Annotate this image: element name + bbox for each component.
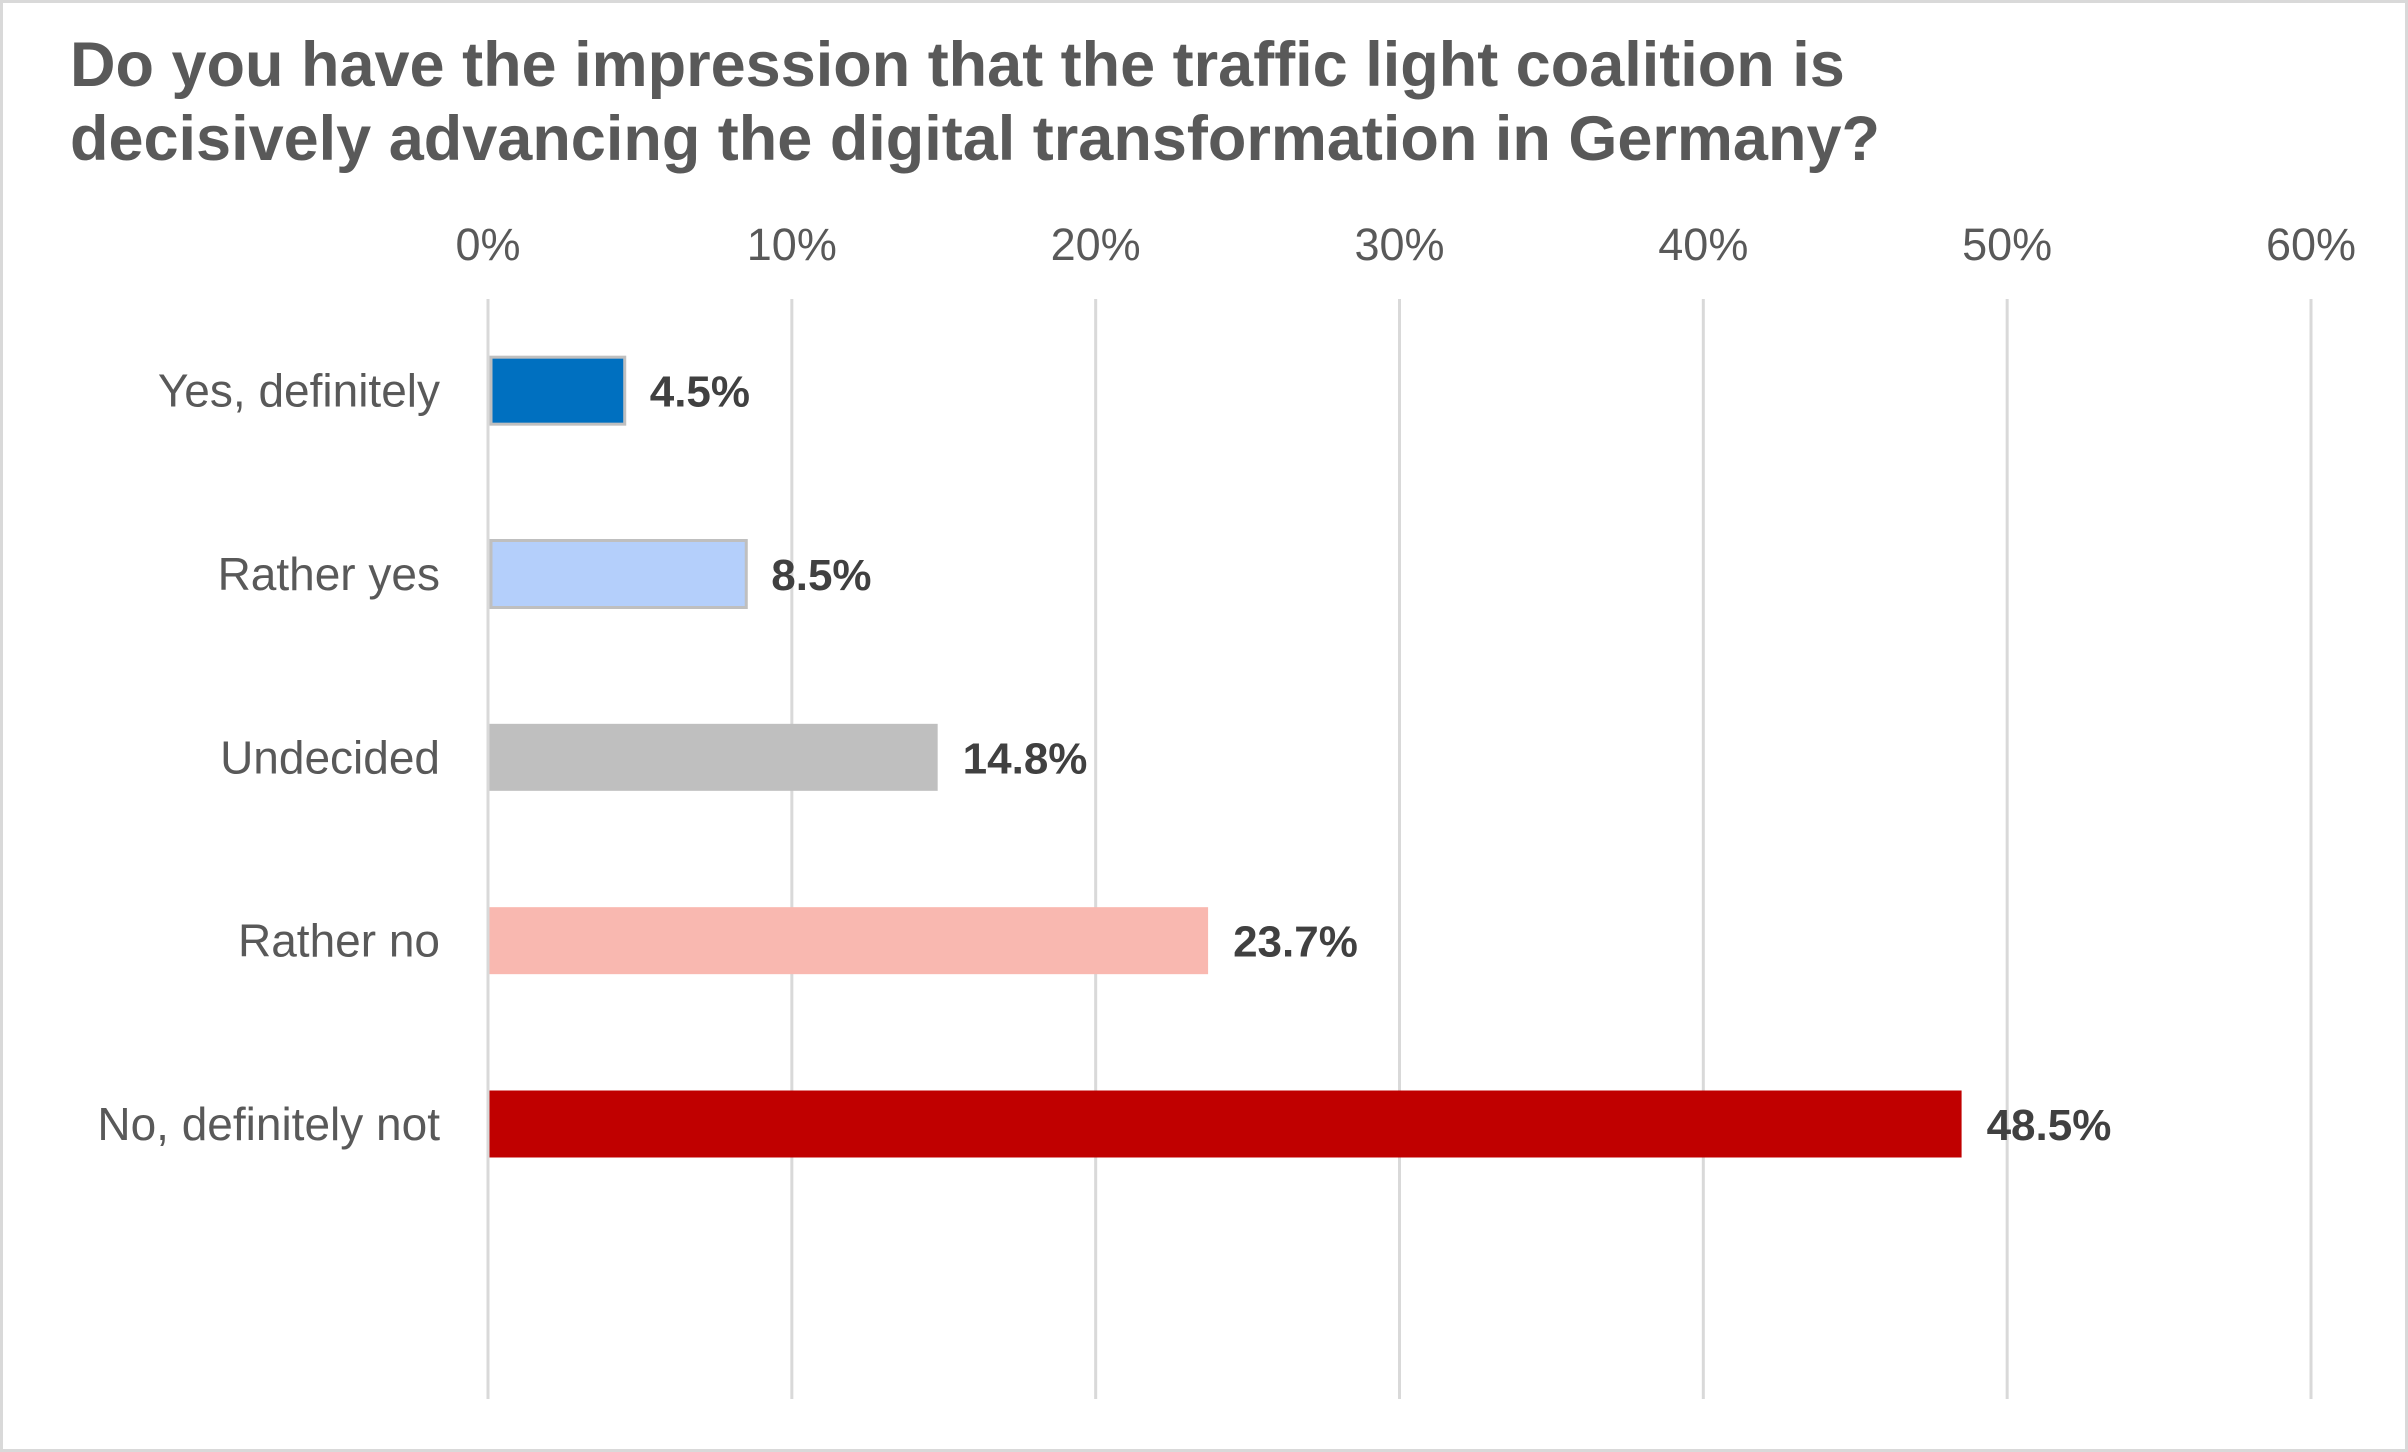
category-label: Rather yes <box>218 548 440 600</box>
bars <box>489 355 1962 1158</box>
category-label: Rather no <box>238 915 440 967</box>
bar <box>489 355 627 426</box>
gridlines <box>486 299 2313 1399</box>
data-labels: 4.5% 8.5% 14.8% 23.7% 48.5% <box>650 368 2112 1150</box>
bar <box>489 907 1209 975</box>
data-label: 14.8% <box>963 734 1088 783</box>
x-tick-label: 30% <box>1354 219 1444 270</box>
data-label: 48.5% <box>1987 1101 2112 1150</box>
data-label: 8.5% <box>771 551 871 600</box>
bar <box>489 1090 1962 1158</box>
chart-title-line-1: Do you have the impression that the traf… <box>70 30 1845 100</box>
category-labels: Yes, definitely Rather yes Undecided Rather… <box>97 365 440 1150</box>
x-tick-label: 40% <box>1658 219 1748 270</box>
bar <box>489 723 938 791</box>
data-label: 4.5% <box>650 368 750 417</box>
x-tick-label: 10% <box>747 219 837 270</box>
x-tick-label: 60% <box>2266 219 2356 270</box>
category-label: Undecided <box>220 731 440 783</box>
x-tick-label: 20% <box>1051 219 1141 270</box>
chart-title: Do you have the impression that the traf… <box>70 28 2320 176</box>
bar <box>489 539 748 609</box>
x-axis-tick-labels: 0% 10% 20% 30% 40% 50% 60% <box>455 219 2356 270</box>
chart-title-line-2: decisively advancing the digital transfo… <box>70 104 1880 174</box>
x-tick-label: 0% <box>455 219 520 270</box>
category-label: No, definitely not <box>97 1098 440 1150</box>
x-tick-label: 50% <box>1962 219 2052 270</box>
category-label: Yes, definitely <box>158 365 440 417</box>
data-label: 23.7% <box>1233 918 1358 967</box>
